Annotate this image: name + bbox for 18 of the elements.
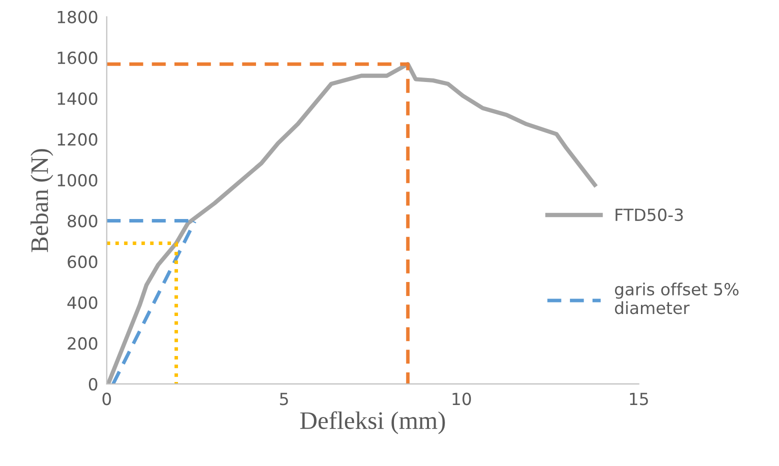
y-axis-title: Beban (N): [30, 149, 54, 252]
y-tick-label: 1400: [58, 92, 98, 105]
y-tick-label: 1800: [58, 10, 98, 24]
y-tick-label: 800: [68, 214, 98, 228]
x-tick-label: 0: [102, 392, 111, 406]
y-tick-label: 600: [68, 256, 98, 268]
y-tick-label: 1600: [58, 52, 98, 64]
y-tick-label: 200: [68, 337, 98, 350]
legend-label: FTD50-3: [616, 208, 683, 222]
y-tick-label: 0: [88, 378, 98, 391]
x-tick-label: 5: [280, 392, 288, 406]
x-tick-label: 15: [630, 392, 648, 406]
x-axis-title: Defleksi (mm): [300, 411, 445, 434]
y-tick-label: 1200: [58, 133, 98, 146]
legend-label: garis offset 5% diameter: [614, 282, 739, 314]
y-tick-label: 400: [67, 296, 98, 309]
y-tick-label: 1000: [58, 174, 98, 187]
x-tick-label: 10: [452, 392, 471, 406]
